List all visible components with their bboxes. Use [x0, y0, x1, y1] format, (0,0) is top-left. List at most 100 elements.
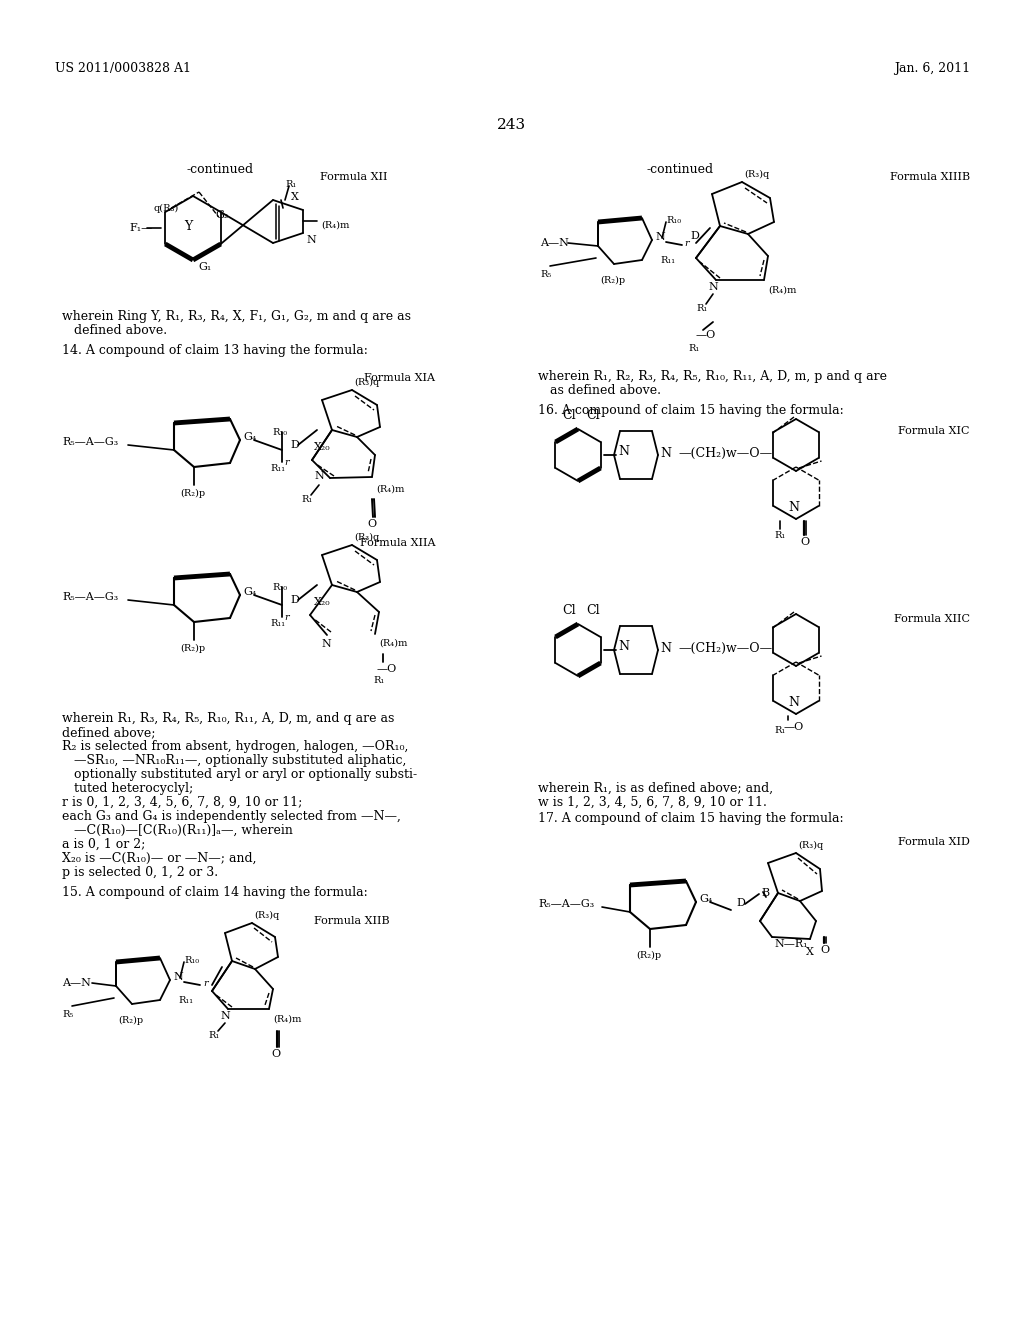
Text: G₂: G₂ [215, 210, 228, 220]
Text: Y: Y [184, 219, 193, 232]
Text: R₁: R₁ [774, 531, 785, 540]
Text: 17. A compound of claim 15 having the formula:: 17. A compound of claim 15 having the fo… [538, 812, 844, 825]
Text: (R₃)q: (R₃)q [354, 378, 379, 387]
Text: r: r [203, 979, 208, 987]
Text: (R₂)p: (R₂)p [636, 950, 662, 960]
Text: optionally substituted aryl or aryl or optionally substi-: optionally substituted aryl or aryl or o… [62, 768, 417, 781]
Text: (R₄)m: (R₄)m [768, 286, 797, 294]
Text: R₁: R₁ [285, 180, 296, 189]
Text: r: r [284, 458, 289, 467]
Text: R₁₁: R₁₁ [270, 465, 285, 473]
Text: N: N [314, 471, 324, 480]
Text: G₄: G₄ [243, 432, 256, 442]
Text: X: X [806, 946, 814, 957]
Text: —O: —O [696, 330, 716, 341]
Text: G₁: G₁ [198, 261, 211, 272]
Text: N: N [306, 235, 315, 246]
Text: R₁₁: R₁₁ [178, 997, 194, 1005]
Text: R₁₀: R₁₀ [272, 428, 287, 437]
Text: Cl: Cl [586, 605, 600, 616]
Text: X₂₀ is —C(R₁₀)— or —N—; and,: X₂₀ is —C(R₁₀)— or —N—; and, [62, 851, 256, 865]
Text: X: X [291, 191, 299, 202]
Text: r: r [684, 239, 688, 248]
Text: D: D [290, 595, 299, 605]
Text: (R₃)q: (R₃)q [798, 841, 823, 850]
Text: r: r [284, 612, 289, 622]
Text: R₁₁: R₁₁ [660, 256, 675, 265]
Text: —(CH₂)w—O—: —(CH₂)w—O— [678, 447, 772, 459]
Text: Jan. 6, 2011: Jan. 6, 2011 [894, 62, 970, 75]
Text: (R₄)m: (R₄)m [379, 639, 408, 648]
Text: Formula XIIB: Formula XIIB [314, 916, 390, 927]
Text: D: D [690, 231, 698, 242]
Text: N: N [660, 447, 671, 459]
Text: R₁₁: R₁₁ [270, 619, 285, 628]
Text: each G₃ and G₄ is independently selected from —N—,: each G₃ and G₄ is independently selected… [62, 810, 400, 822]
Text: (R₂)p: (R₂)p [118, 1016, 143, 1026]
Text: r is 0, 1, 2, 3, 4, 5, 6, 7, 8, 9, 10 or 11;: r is 0, 1, 2, 3, 4, 5, 6, 7, 8, 9, 10 or… [62, 796, 302, 809]
Text: R₅—A—G₃: R₅—A—G₃ [538, 899, 594, 909]
Text: as defined above.: as defined above. [538, 384, 662, 397]
Text: N: N [708, 282, 718, 292]
Text: (R₂)p: (R₂)p [180, 488, 205, 498]
Text: X₂₀: X₂₀ [314, 597, 331, 607]
Text: Formula XIIC: Formula XIIC [894, 614, 970, 624]
Text: —(CH₂)w—O—: —(CH₂)w—O— [678, 642, 772, 655]
Text: Formula XIC: Formula XIC [898, 426, 970, 436]
Text: (R₂)p: (R₂)p [180, 644, 205, 653]
Text: R₁₀: R₁₀ [184, 956, 199, 965]
Text: -continued: -continued [186, 162, 254, 176]
Text: R₁₀: R₁₀ [272, 583, 287, 591]
Text: R₁: R₁ [301, 495, 312, 504]
Text: N: N [220, 1011, 229, 1020]
Text: wherein R₁, is as defined above; and,: wherein R₁, is as defined above; and, [538, 781, 773, 795]
Text: R₁: R₁ [208, 1031, 219, 1040]
Text: 15. A compound of claim 14 having the formula:: 15. A compound of claim 14 having the fo… [62, 886, 368, 899]
Text: Formula XIIA: Formula XIIA [359, 539, 435, 548]
Text: N: N [618, 445, 629, 458]
Text: F₁—: F₁— [129, 223, 153, 234]
Text: —O: —O [784, 722, 804, 733]
Text: tuted heterocyclyl;: tuted heterocyclyl; [62, 781, 194, 795]
Text: N: N [655, 232, 665, 242]
Text: Cl: Cl [562, 605, 575, 616]
Text: O: O [800, 537, 809, 546]
Text: -continued: -continued [646, 162, 714, 176]
Text: N: N [321, 639, 331, 649]
Text: B: B [761, 888, 769, 898]
Text: Cl: Cl [562, 409, 575, 422]
Text: (R₂)p: (R₂)p [600, 276, 625, 285]
Text: —O: —O [377, 664, 397, 675]
Text: —SR₁₀, —NR₁₀R₁₁—, optionally substituted aliphatic,: —SR₁₀, —NR₁₀R₁₁—, optionally substituted… [62, 754, 407, 767]
Text: defined above.: defined above. [62, 323, 167, 337]
Text: N: N [788, 696, 799, 709]
Text: Formula XID: Formula XID [898, 837, 970, 847]
Text: R₅—A—G₃: R₅—A—G₃ [62, 591, 118, 602]
Text: (R₄)m: (R₄)m [376, 484, 404, 494]
Text: a is 0, 1 or 2;: a is 0, 1 or 2; [62, 838, 145, 851]
Text: O: O [271, 1049, 281, 1059]
Text: R₁: R₁ [774, 726, 785, 735]
Text: R₅: R₅ [62, 1010, 74, 1019]
Text: N: N [618, 640, 629, 653]
Text: 16. A compound of claim 15 having the formula:: 16. A compound of claim 15 having the fo… [538, 404, 844, 417]
Text: 243: 243 [498, 117, 526, 132]
Text: —C(R₁₀)—[C(R₁₀)(R₁₁)]ₐ—, wherein: —C(R₁₀)—[C(R₁₀)(R₁₁)]ₐ—, wherein [62, 824, 293, 837]
Text: D: D [290, 440, 299, 450]
Text: wherein R₁, R₃, R₄, R₅, R₁₀, R₁₁, A, D, m, and q are as: wherein R₁, R₃, R₄, R₅, R₁₀, R₁₁, A, D, … [62, 711, 394, 725]
Text: Cl: Cl [586, 409, 600, 422]
Text: R₁: R₁ [688, 345, 699, 352]
Text: 14. A compound of claim 13 having the formula:: 14. A compound of claim 13 having the fo… [62, 345, 368, 356]
Text: Formula XIA: Formula XIA [364, 374, 435, 383]
Text: US 2011/0003828 A1: US 2011/0003828 A1 [55, 62, 191, 75]
Text: R₅—A—G₃: R₅—A—G₃ [62, 437, 118, 447]
Text: A—N: A—N [62, 978, 91, 987]
Text: p is selected 0, 1, 2 or 3.: p is selected 0, 1, 2 or 3. [62, 866, 218, 879]
Text: G₄: G₄ [243, 587, 256, 597]
Text: q(R₃): q(R₃) [153, 205, 178, 213]
Text: wherein Ring Y, R₁, R₃, R₄, X, F₁, G₁, G₂, m and q are as: wherein Ring Y, R₁, R₃, R₄, X, F₁, G₁, G… [62, 310, 411, 323]
Text: (R₃)q: (R₃)q [354, 533, 379, 543]
Text: N—R₁: N—R₁ [774, 939, 808, 949]
Text: D: D [736, 898, 744, 908]
Text: X₂₀: X₂₀ [314, 442, 331, 451]
